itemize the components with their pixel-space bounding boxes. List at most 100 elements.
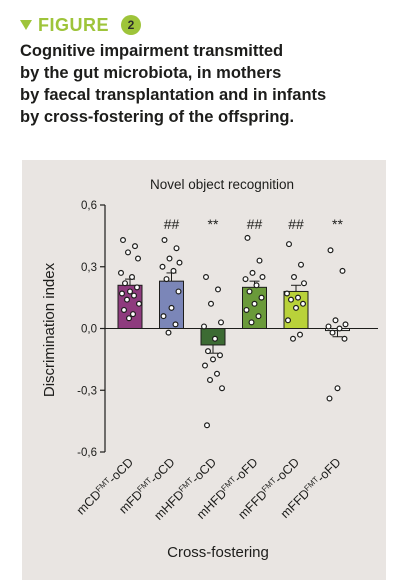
x-tick-label-tail: -oCD [189,455,220,486]
data-point [118,290,125,297]
caption-line: by the gut microbiota, in mothers [20,64,282,82]
data-point [285,317,292,324]
caption-line: Cognitive impairment transmitted [20,42,284,60]
data-point [204,422,211,429]
data-point [163,276,170,283]
data-point [117,269,124,276]
data-point [327,247,334,254]
data-point [242,276,249,283]
data-point [336,325,343,332]
data-point [286,241,293,248]
data-point [243,306,250,313]
data-point [329,329,336,336]
data-point [214,370,221,377]
data-point [256,257,263,264]
data-point [248,319,255,326]
data-point [173,245,180,252]
data-point [165,329,172,336]
data-point [124,249,131,256]
chart-title: Novel object recognition [150,177,294,192]
data-point [123,296,130,303]
data-point [300,300,307,307]
data-point [339,267,346,274]
data-point [176,259,183,266]
y-tick-label: 0,3 [81,262,97,274]
data-point [246,288,253,295]
data-point [251,300,258,307]
significance-marker: ## [288,216,304,232]
data-point [203,274,210,281]
data-point [332,317,339,324]
chart-panel: Novel object recognition Discrimination … [22,160,386,580]
data-point [298,261,305,268]
data-point [295,294,302,301]
data-point [161,236,168,243]
significance-marker: ** [332,216,343,232]
data-point [160,313,167,320]
x-tick-label-tail: -oFD [231,455,261,485]
data-point [255,313,262,320]
data-point [134,255,141,262]
y-tick-label: 0,0 [81,324,97,336]
plot-area: 0,60,30,0-0,3-0,6mCDFMT-oCD##mFDFMT-oCD*… [74,200,378,523]
data-point [284,290,291,297]
data-point [166,255,173,262]
figure-caption: Cognitive impairment transmitted by the … [20,40,400,128]
data-point [288,296,295,303]
data-point [325,323,332,330]
data-point [129,311,136,318]
data-point [334,385,341,392]
data-point [159,263,166,270]
figure-label: FIGURE [38,14,110,35]
data-point [297,331,304,338]
significance-marker: ** [208,216,219,232]
data-point [301,280,308,287]
figure-number-badge: 2 [121,15,142,35]
data-point [130,292,137,299]
bar-chart: Novel object recognition Discrimination … [41,177,378,561]
data-point [326,395,333,402]
data-point [119,236,126,243]
data-point [135,300,142,307]
data-point [126,288,133,295]
bar [159,280,184,329]
data-point [201,323,208,330]
data-point [258,294,265,301]
data-point [208,300,215,307]
y-tick-label: -0,6 [77,447,97,459]
data-point [290,335,297,342]
x-tick-label-tail: -oCD [106,455,137,486]
y-tick-label: 0,6 [81,200,97,212]
x-tick-label-tail: -oCD [272,455,303,486]
data-point [217,352,224,359]
data-point [205,348,212,355]
data-point [342,321,349,328]
data-point [249,269,256,276]
data-point [293,304,300,311]
caption-line: by cross-fostering of the offspring. [20,108,295,126]
caption-line: by faecal transplantation and in infants [20,86,327,104]
data-point [131,243,138,250]
data-point [341,335,348,342]
data-point [128,274,135,281]
data-point [259,274,266,281]
x-axis-label: Cross-fostering [167,544,269,561]
data-point [253,282,260,289]
y-tick-label: -0,3 [77,385,97,397]
significance-marker: ## [247,216,263,232]
triangle-icon [20,20,32,30]
x-tick-label-tail: -oFD [314,455,344,485]
data-point [218,319,225,326]
y-axis-label: Discrimination index [41,262,58,397]
data-point [291,274,298,281]
data-point [207,376,214,383]
data-point [133,284,140,291]
data-point [212,335,219,342]
data-point [219,385,226,392]
significance-marker: ## [164,216,180,232]
data-point [120,306,127,313]
data-point [170,267,177,274]
data-point [172,321,179,328]
figure-header: FIGURE 2 [20,12,142,38]
x-tick-label-tail: -oCD [147,455,178,486]
